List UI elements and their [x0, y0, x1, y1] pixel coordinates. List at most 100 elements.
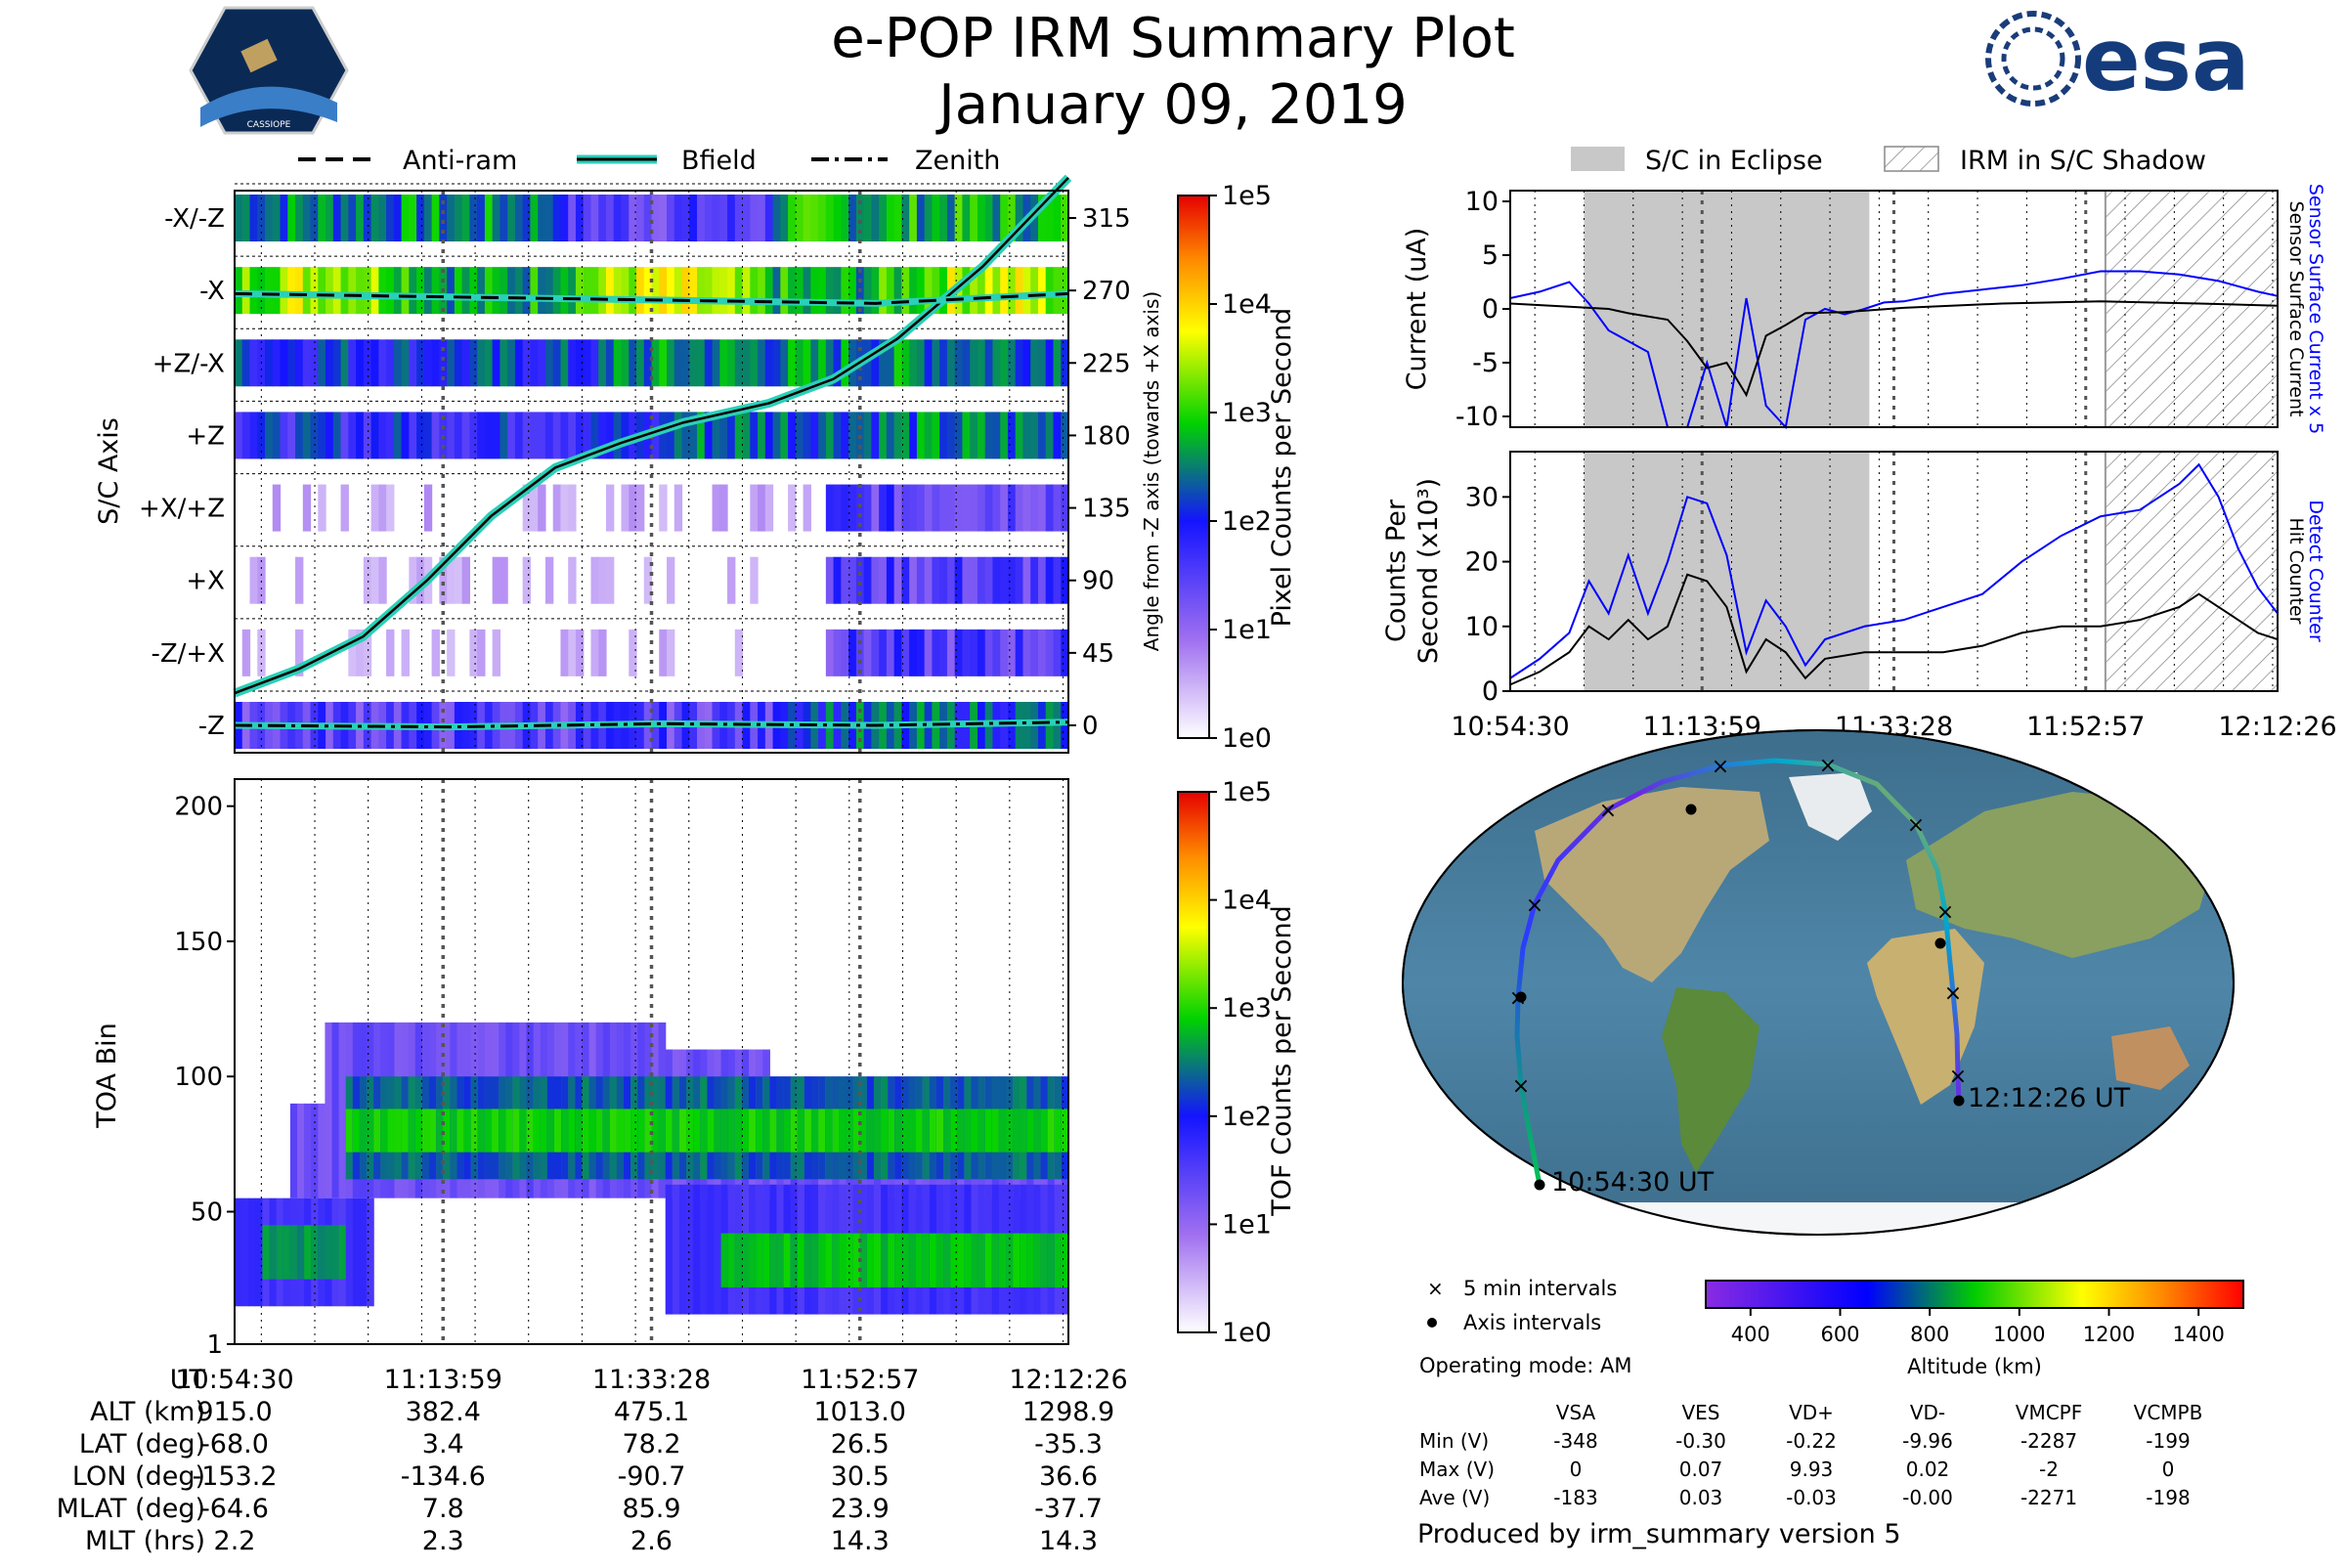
- sc-heat-cell: [825, 412, 835, 459]
- toa-heat-cell: [1047, 1109, 1056, 1153]
- legend-5min: 5 min intervals: [1463, 1277, 1617, 1300]
- sc-heat-cell: [340, 484, 349, 532]
- operating-mode: Operating mode: AM: [1419, 1354, 1631, 1377]
- current-right-label-black: Sensor Surface Current: [2285, 201, 2307, 417]
- sc-heat-cell: [287, 412, 296, 459]
- sc-heat-cell: [1045, 195, 1055, 241]
- colorbar-tick-label: 1e1: [1222, 615, 1272, 645]
- sc-heat-cell: [970, 412, 978, 459]
- sc-heat-cell: [484, 339, 494, 387]
- sc-heat-cell: [673, 267, 683, 315]
- sc-heat-cell: [477, 339, 486, 387]
- sc-heat-cell: [719, 267, 728, 315]
- sc-heat-cell: [780, 195, 789, 241]
- toa-heat-cell: [331, 1022, 340, 1198]
- sc-heat-cell: [621, 412, 630, 459]
- toa-heat-cell: [1013, 1109, 1021, 1153]
- sc-heat-cell: [348, 629, 357, 676]
- sc-heat-cell: [484, 195, 494, 241]
- sc-heat-cell: [560, 339, 569, 387]
- sc-heat-cell: [932, 267, 940, 315]
- toa-heat-cell: [665, 1184, 673, 1315]
- toa-heat-cell: [888, 1109, 895, 1153]
- sc-heat-cell: [552, 267, 562, 315]
- sc-heat-cell: [643, 267, 653, 315]
- sc-heat-cell: [758, 484, 766, 532]
- sc-heat-cell: [833, 267, 842, 315]
- sc-heat-cell: [416, 195, 425, 241]
- toa-heat-cell: [700, 1109, 708, 1153]
- y-tick-label: 0: [1482, 676, 1499, 707]
- sc-heat-cell: [863, 339, 872, 387]
- sc-heat-cell: [500, 556, 508, 604]
- mission-logo-text: CASSIOPE: [247, 120, 291, 130]
- sc-heat-cell: [560, 195, 569, 241]
- toa-heat-cell: [630, 1109, 638, 1153]
- sc-heat-cell: [318, 267, 326, 315]
- sc-heat-cell: [962, 267, 971, 315]
- sc-heat-cell: [909, 195, 918, 241]
- sc-heat-cell: [803, 267, 811, 315]
- toa-heat-cell: [922, 1109, 931, 1153]
- sc-heat-cell: [924, 339, 934, 387]
- page-date: January 09, 2019: [935, 73, 1407, 137]
- sc-heat-cell: [764, 267, 774, 315]
- voltage-cell: -2271: [2020, 1486, 2077, 1509]
- sc-heat-cell: [659, 412, 668, 459]
- orbit-5min-marker: ×: [1512, 1074, 1530, 1099]
- sc-heat-cell: [992, 195, 1001, 241]
- sc-axis-right-ticks: 315 270 225 180 135 90 45 0: [1068, 204, 1131, 741]
- toa-heat-cell: [783, 1233, 792, 1287]
- voltage-cell: -0.30: [1675, 1429, 1726, 1453]
- toa-heat-cell: [1054, 1233, 1063, 1287]
- sc-heat-cell: [605, 339, 615, 387]
- sc-heat-cell: [901, 195, 910, 241]
- sc-heat-cell: [659, 267, 668, 315]
- sc-heat-cell: [461, 412, 470, 459]
- sc-heat-cell: [734, 267, 744, 315]
- voltage-cell: 9.93: [1790, 1458, 1834, 1481]
- sc-heat-cell: [530, 267, 539, 315]
- sc-heat-cell: [704, 412, 714, 459]
- toa-heat-cell: [998, 1109, 1007, 1153]
- sc-heat-cell: [932, 629, 940, 676]
- sc-heat-cell: [939, 629, 948, 676]
- legend-anti-ram: Anti-ram: [403, 146, 517, 176]
- toa-heat-cell: [957, 1109, 965, 1153]
- sc-heat-cell: [841, 339, 849, 387]
- toa-heat-cell: [804, 1233, 812, 1287]
- sc-heat-cell: [447, 629, 456, 676]
- orbit-axis-marker: [1934, 937, 1946, 949]
- sc-heat-cell: [758, 267, 766, 315]
- sc-axis-tick-label: -X: [199, 277, 225, 306]
- toa-heat-cell: [665, 1109, 673, 1153]
- sc-heat-cell: [378, 484, 387, 532]
- counts-ylabel-line2: Second (x10³): [1413, 478, 1444, 664]
- toa-heat-cell: [1006, 1109, 1014, 1153]
- ephemeris-cell: -68.0: [200, 1429, 269, 1459]
- sc-heat-cell: [727, 267, 736, 315]
- sc-heat-cell: [454, 195, 463, 241]
- toa-heat-cell: [741, 1233, 750, 1287]
- sc-heat-cell: [363, 556, 372, 604]
- toa-heat-cell: [477, 1109, 486, 1153]
- voltage-header: VCMPB: [2134, 1401, 2203, 1424]
- sc-heat-cell: [257, 629, 266, 676]
- toa-heat-cell: [888, 1233, 895, 1287]
- esa-logo-text: esa: [2082, 10, 2249, 110]
- sc-heat-cell: [590, 267, 599, 315]
- toa-heat-cell: [582, 1109, 590, 1153]
- ephemeris-cell: -37.7: [1034, 1494, 1103, 1524]
- toa-heat-cell: [935, 1109, 944, 1153]
- sc-heat-cell: [1022, 412, 1031, 459]
- sc-heat-cell: [932, 339, 940, 387]
- ephemeris-row-label: ALT (km): [90, 1397, 205, 1427]
- voltage-cell: -183: [1553, 1486, 1597, 1509]
- sc-heat-cell: [704, 267, 714, 315]
- toa-heat-cell: [492, 1109, 500, 1153]
- sc-heat-cell: [568, 629, 577, 676]
- counts-panel: 30 20 10 0 Counts Per Second (x10³) Detect …: [1381, 451, 2337, 742]
- sc-heat-cell: [439, 195, 448, 241]
- sc-heat-cell: [946, 484, 956, 532]
- sc-heat-cell: [575, 267, 585, 315]
